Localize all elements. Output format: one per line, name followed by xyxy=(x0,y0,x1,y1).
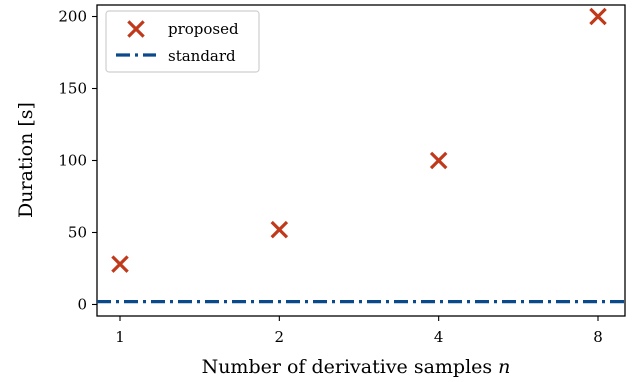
y-tick-label: 150 xyxy=(58,80,87,98)
x-tick-label: 8 xyxy=(593,328,603,346)
y-tick-label: 200 xyxy=(58,8,87,26)
x-axis-label: Number of derivative samples n xyxy=(202,356,511,378)
y-tick-label: 0 xyxy=(77,295,87,313)
proposed-point-stroke xyxy=(429,151,448,170)
proposed-point-stroke xyxy=(589,7,607,26)
proposed-point xyxy=(589,7,607,26)
proposed-point xyxy=(111,255,129,273)
legend-proposed-marker-stroke xyxy=(127,20,145,38)
legend-box xyxy=(105,10,260,73)
legend-proposed-marker xyxy=(127,20,145,38)
x-axis-label-variable: n xyxy=(498,356,510,378)
y-tick-label: 50 xyxy=(68,223,87,241)
proposed-point xyxy=(270,220,289,239)
y-axis-label: Duration [s] xyxy=(15,102,37,218)
x-axis-label-text: Number of derivative samples xyxy=(202,356,493,378)
proposed-point-stroke xyxy=(270,220,289,239)
legend-standard-label: standard xyxy=(168,47,236,65)
chart-marks xyxy=(97,7,625,304)
axis-ticks: 1 2 4 8 0 50 100 150 200 xyxy=(58,8,602,346)
legend-proposed-label: proposed xyxy=(168,20,239,38)
x-tick-label: 2 xyxy=(275,328,285,346)
x-tick-label: 4 xyxy=(434,328,444,346)
x-tick-label: 1 xyxy=(115,328,125,346)
proposed-point-stroke xyxy=(111,255,129,273)
legend: proposed standard xyxy=(105,10,260,73)
proposed-point xyxy=(429,151,448,170)
y-tick-label: 100 xyxy=(58,152,87,170)
